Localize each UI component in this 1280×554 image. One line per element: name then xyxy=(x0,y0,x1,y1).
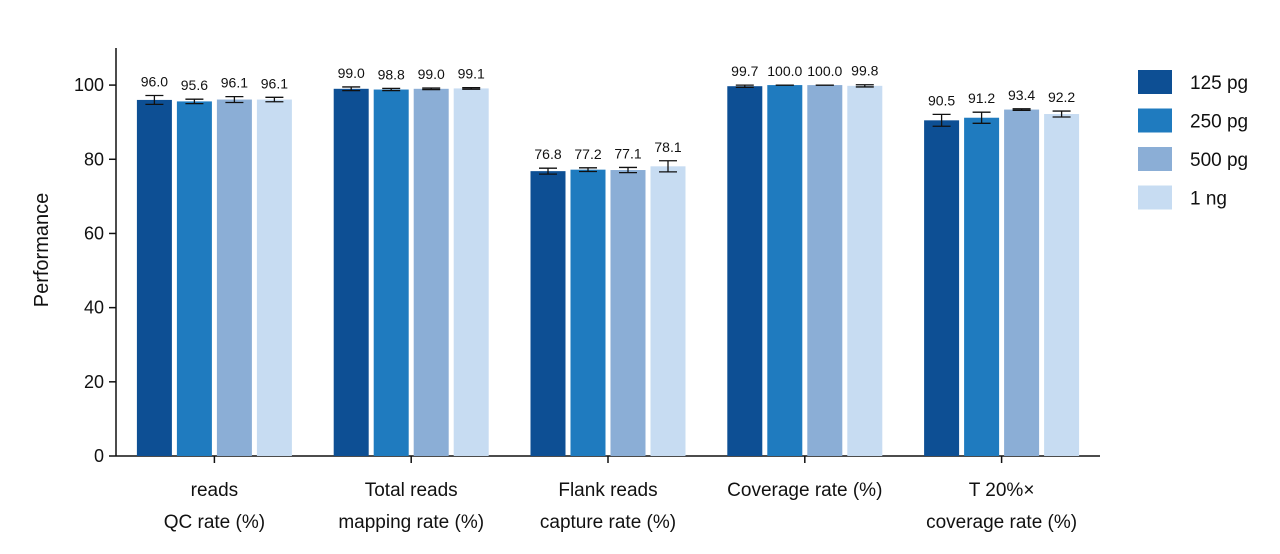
data-label: 99.7 xyxy=(731,63,758,79)
y-tick-label: 0 xyxy=(94,446,104,466)
data-label: 99.0 xyxy=(338,65,365,81)
data-label: 78.1 xyxy=(654,139,681,155)
bar xyxy=(610,170,646,456)
bar xyxy=(256,99,292,456)
legend-label: 250 pg xyxy=(1190,112,1248,133)
bar xyxy=(136,99,172,456)
bar xyxy=(453,88,489,457)
x-tick-label: reads QC rate (%) xyxy=(164,480,265,533)
bar xyxy=(924,120,960,456)
legend-swatch xyxy=(1138,185,1172,210)
bar xyxy=(1044,114,1080,456)
legend-swatch xyxy=(1138,70,1172,94)
bar xyxy=(807,85,843,456)
data-label: 76.8 xyxy=(534,146,561,162)
data-label: 93.4 xyxy=(1008,87,1035,103)
x-tick-label-line: Flank reads xyxy=(558,480,657,501)
y-tick-label: 80 xyxy=(84,149,104,169)
x-tick-label: Coverage rate (%) xyxy=(727,480,882,501)
data-label: 77.2 xyxy=(574,146,601,162)
x-tick-label-line: Coverage rate (%) xyxy=(727,480,882,501)
y-tick-label: 40 xyxy=(84,298,104,318)
bar xyxy=(413,88,449,457)
legend-label: 125 pg xyxy=(1190,73,1248,94)
x-tick-label-line: QC rate (%) xyxy=(164,512,265,533)
x-tick-label-line: capture rate (%) xyxy=(540,512,676,533)
data-label: 96.0 xyxy=(141,73,168,89)
data-label: 96.1 xyxy=(221,75,248,91)
x-tick-label-line: Total reads xyxy=(365,480,458,501)
bar xyxy=(176,101,212,456)
legend-swatch xyxy=(1138,147,1172,171)
bar xyxy=(727,86,763,456)
data-label: 100.0 xyxy=(767,63,802,79)
plot-area: 0 20 40 60 80 100 reads QC rate (%) 96.0 95.6 96.1… xyxy=(74,48,1100,533)
legend: 125 pg 250 pg 500 pg 1 ng xyxy=(1138,70,1248,210)
legend-label: 1 ng xyxy=(1190,189,1227,210)
bar xyxy=(767,85,803,456)
data-label: 95.6 xyxy=(181,77,208,93)
bar xyxy=(333,88,369,457)
bar xyxy=(847,85,883,456)
bar xyxy=(530,171,566,456)
bar xyxy=(650,166,686,456)
x-tick-label: Flank reads capture rate (%) xyxy=(540,480,676,533)
data-label: 98.8 xyxy=(378,66,405,82)
data-label: 92.2 xyxy=(1048,89,1075,105)
data-label: 96.1 xyxy=(261,75,288,91)
data-label: 99.0 xyxy=(418,66,445,82)
data-label: 100.0 xyxy=(807,63,842,79)
bar xyxy=(216,99,252,456)
x-tick-label-line: T 20%× xyxy=(969,480,1035,501)
x-tick-label: T 20%× coverage rate (%) xyxy=(926,480,1077,533)
y-tick-label: 100 xyxy=(74,75,104,95)
y-tick-label: 60 xyxy=(84,223,104,243)
y-axis-label: Performance xyxy=(31,193,53,308)
data-label: 91.2 xyxy=(968,90,995,106)
x-tick-label-line: reads xyxy=(191,480,239,501)
legend-label: 500 pg xyxy=(1190,150,1248,171)
y-tick-label: 20 xyxy=(84,372,104,392)
legend-swatch xyxy=(1138,108,1172,133)
data-label: 90.5 xyxy=(928,92,955,108)
bar xyxy=(373,89,409,457)
bar xyxy=(964,117,1000,457)
x-tick-label: Total reads mapping rate (%) xyxy=(338,480,484,533)
bar xyxy=(1004,109,1040,456)
bar xyxy=(570,169,606,456)
x-tick-label-line: coverage rate (%) xyxy=(926,512,1077,533)
data-label: 77.1 xyxy=(614,145,641,161)
data-label: 99.1 xyxy=(458,66,485,82)
data-label: 99.8 xyxy=(851,63,878,79)
x-tick-label-line: mapping rate (%) xyxy=(338,512,484,533)
